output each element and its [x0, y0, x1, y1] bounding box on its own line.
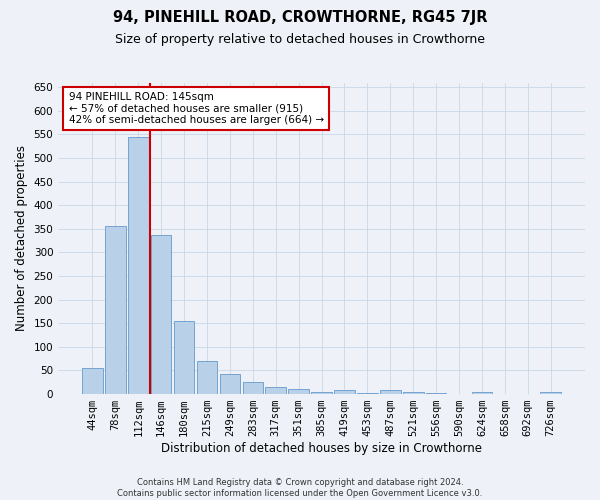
Bar [289, 390, 309, 394]
Bar [311, 392, 332, 394]
Text: Size of property relative to detached houses in Crowthorne: Size of property relative to detached ho… [115, 32, 485, 46]
Bar [105, 226, 125, 394]
Bar [541, 392, 561, 394]
Bar [128, 137, 149, 394]
Bar [197, 361, 217, 394]
Y-axis label: Number of detached properties: Number of detached properties [15, 146, 28, 332]
Bar [472, 392, 493, 394]
Bar [403, 392, 424, 394]
Bar [357, 393, 378, 394]
Bar [174, 321, 194, 394]
Text: 94, PINEHILL ROAD, CROWTHORNE, RG45 7JR: 94, PINEHILL ROAD, CROWTHORNE, RG45 7JR [113, 10, 487, 25]
Bar [220, 374, 240, 394]
X-axis label: Distribution of detached houses by size in Crowthorne: Distribution of detached houses by size … [161, 442, 482, 455]
Bar [151, 234, 172, 394]
Bar [242, 382, 263, 394]
Bar [380, 390, 401, 394]
Bar [265, 387, 286, 394]
Text: 94 PINEHILL ROAD: 145sqm
← 57% of detached houses are smaller (915)
42% of semi-: 94 PINEHILL ROAD: 145sqm ← 57% of detach… [69, 92, 324, 125]
Bar [426, 393, 446, 394]
Bar [82, 368, 103, 394]
Text: Contains HM Land Registry data © Crown copyright and database right 2024.
Contai: Contains HM Land Registry data © Crown c… [118, 478, 482, 498]
Bar [334, 390, 355, 394]
